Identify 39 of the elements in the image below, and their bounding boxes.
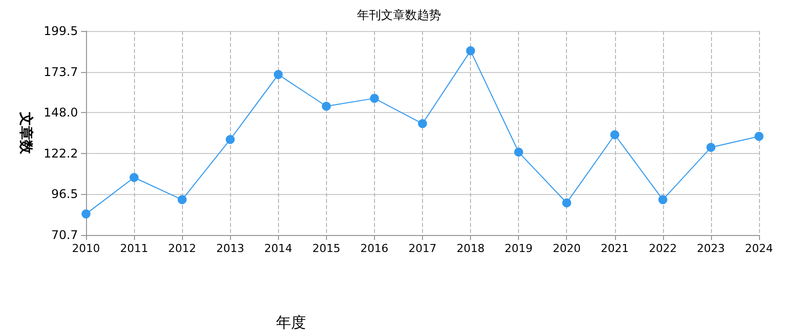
- x-tick-label: 2023: [696, 242, 725, 255]
- point: [226, 134, 235, 144]
- y-tick-label: 122.2: [44, 146, 78, 160]
- x-tick-label: 2024: [745, 242, 773, 255]
- x-tick-label: 2017: [408, 242, 436, 255]
- point: [82, 209, 90, 218]
- point: [562, 198, 572, 208]
- point: [706, 142, 716, 152]
- x-axis-title: 年度: [276, 314, 306, 330]
- x-tick-label: 2016: [360, 242, 388, 255]
- y-tick-label: 70.7: [51, 228, 78, 242]
- point: [610, 130, 620, 140]
- x-tick-label: 2013: [216, 242, 244, 255]
- point: [322, 102, 331, 111]
- y-tick-label: 148.0: [44, 106, 78, 120]
- y-tick-label: 96.5: [51, 187, 78, 202]
- x-tick-label: 2020: [552, 242, 581, 255]
- y-tick-label: 173.7: [44, 64, 78, 79]
- point: [274, 70, 283, 80]
- point: [514, 148, 524, 157]
- point: [130, 173, 139, 182]
- point: [466, 46, 476, 56]
- x-tick-label: 2011: [120, 242, 148, 255]
- y-tick-label: 199.5: [44, 24, 78, 38]
- point: [658, 195, 668, 204]
- x-tick-label: 2021: [600, 242, 629, 255]
- x-tick-label: 2014: [264, 242, 292, 255]
- point: [178, 195, 187, 204]
- chart-title: 年刊文章数趋势: [357, 8, 441, 22]
- x-tick-label: 2022: [648, 242, 677, 255]
- point: [418, 119, 427, 128]
- point: [370, 94, 379, 103]
- x-tick-label: 2012: [168, 242, 196, 255]
- x-tick-label: 2010: [72, 242, 100, 255]
- x-tick-label: 2015: [312, 242, 340, 255]
- point: [754, 132, 764, 141]
- x-tick-label: 2019: [504, 242, 533, 255]
- x-tick-label: 2018: [456, 242, 485, 255]
- y-axis-title: 文章数: [18, 111, 35, 155]
